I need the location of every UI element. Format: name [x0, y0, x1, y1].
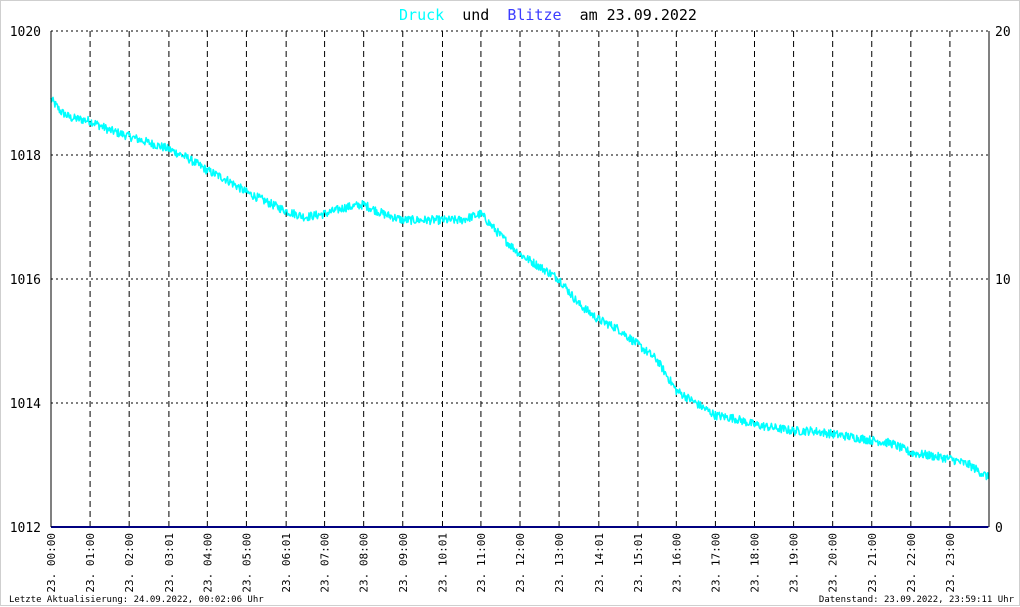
x-tick-label: 23. 21:00: [866, 533, 879, 593]
x-tick-label: 23. 13:00: [553, 533, 566, 593]
x-tick-label: 23. 12:00: [514, 533, 527, 593]
series-layer: [50, 96, 990, 528]
y-right-tick-label: 10: [995, 273, 1011, 288]
x-tick-label: 23. 01:00: [84, 533, 97, 593]
x-tick-label: 23. 16:00: [670, 533, 683, 593]
x-tick-label: 23. 08:00: [358, 533, 371, 593]
x-tick-label: 23. 06:01: [280, 533, 293, 593]
y-left-tick-label: 1018: [10, 149, 41, 164]
y-left-tick-label: 1012: [10, 521, 41, 536]
x-tick-label: 23. 04:00: [201, 533, 214, 593]
chart-title: Druck und Blitze am 23.09.2022: [399, 6, 697, 24]
x-tick-label: 23. 17:00: [709, 533, 722, 593]
druck-series-line: [50, 96, 990, 481]
axes: [50, 30, 990, 527]
title-date: am 23.09.2022: [580, 6, 697, 24]
x-tick-label: 23. 05:00: [240, 533, 253, 593]
title-blitze: Blitze: [507, 6, 561, 24]
footer-last-update: Letzte Aktualisierung: 24.09.2022, 00:02…: [9, 595, 264, 605]
x-tick-label: 23. 00:00: [45, 533, 58, 593]
x-tick-label: 23. 03:01: [163, 533, 176, 593]
x-tick-label: 23. 19:00: [788, 533, 801, 593]
y-left-tick-label: 1020: [10, 25, 41, 40]
y-left-tick-label: 1014: [10, 397, 41, 412]
x-tick-label: 23. 02:00: [123, 533, 136, 593]
x-tick-label: 23. 11:00: [475, 533, 488, 593]
x-tick-label: 23. 07:00: [319, 533, 332, 593]
x-tick-label: 23. 23:00: [944, 533, 957, 593]
grid: [51, 31, 989, 527]
y-right-tick-label: 0: [995, 521, 1003, 536]
x-tick-label: 23. 20:00: [827, 533, 840, 593]
x-tick-label: 23. 22:00: [905, 533, 918, 593]
x-tick-label: 23. 09:00: [397, 533, 410, 593]
x-tick-label: 23. 14:01: [593, 533, 606, 593]
y-left-tick-label: 1016: [10, 273, 41, 288]
y-right-tick-label: 20: [995, 25, 1011, 40]
x-tick-label: 23. 18:00: [749, 533, 762, 593]
x-tick-label: 23. 10:01: [436, 533, 449, 593]
x-tick-label: 23. 15:01: [632, 533, 645, 593]
title-druck: Druck: [399, 6, 444, 24]
title-und: und: [462, 6, 489, 24]
footer-data-state: Datenstand: 23.09.2022, 23:59:11 Uhr: [819, 595, 1015, 605]
